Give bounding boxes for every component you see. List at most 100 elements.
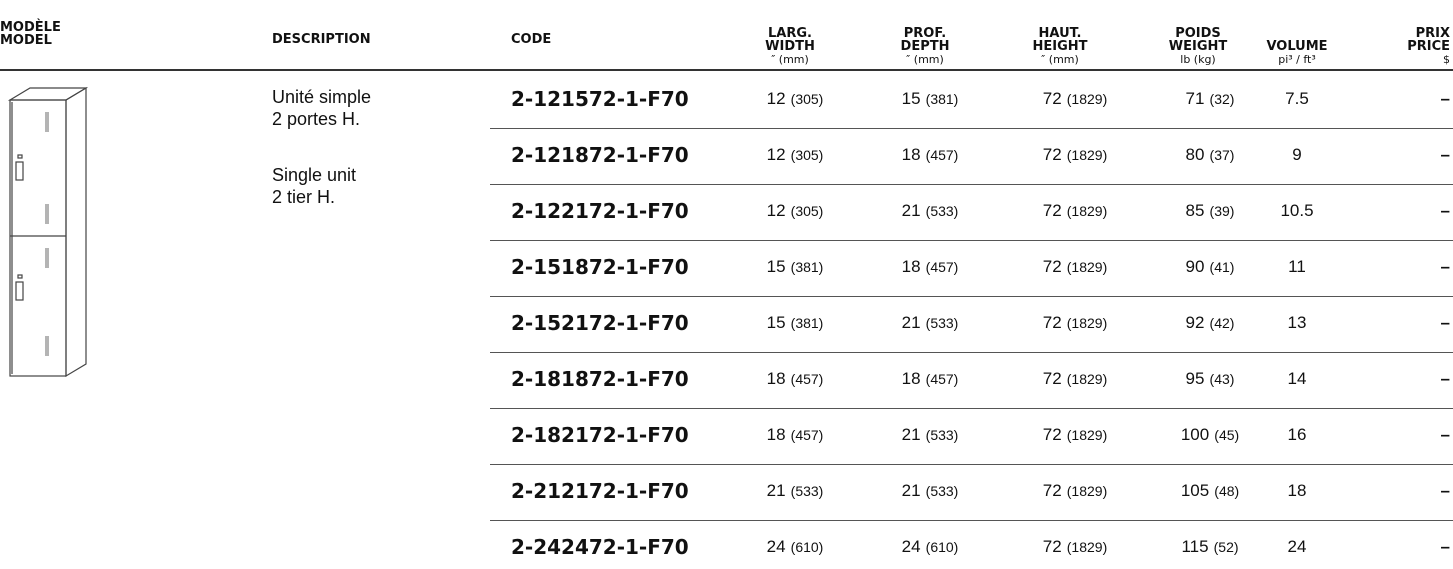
header-description: DESCRIPTION — [272, 33, 371, 46]
volume: 24 — [1287, 537, 1307, 556]
cell-weight: 95 (43) — [1186, 369, 1235, 389]
header-text: DESCRIPTION — [272, 32, 371, 47]
height_mm: (1829) — [1066, 203, 1108, 219]
cell-width: 24 (610) — [767, 537, 824, 557]
depth_mm: (533) — [925, 315, 959, 331]
cell-width: 21 (533) — [767, 481, 824, 501]
weight_kg: (52) — [1213, 539, 1239, 555]
price: – — [1440, 145, 1450, 164]
depth: 21 — [901, 481, 921, 500]
weight_kg: (32) — [1209, 91, 1235, 107]
cell-width: 18 (457) — [767, 425, 824, 445]
header-text: CODE — [511, 32, 552, 47]
width_mm: (305) — [790, 147, 824, 163]
description-line: Single unit — [272, 165, 357, 185]
price: – — [1440, 89, 1450, 108]
cell-depth: 18 (457) — [902, 145, 959, 165]
cell-weight: 85 (39) — [1186, 201, 1235, 221]
width_mm: (457) — [790, 427, 824, 443]
cell-depth: 18 (457) — [902, 369, 959, 389]
width: 15 — [766, 257, 786, 276]
weight: 92 — [1185, 313, 1205, 332]
height_mm: (1829) — [1066, 147, 1108, 163]
header-text: ″ (mm) — [906, 53, 944, 66]
volume: 7.5 — [1285, 89, 1309, 108]
header-text: PROF. — [903, 26, 947, 41]
height: 72 — [1042, 201, 1062, 220]
depth: 18 — [901, 257, 921, 276]
cell-height: 72 (1829) — [1043, 481, 1107, 501]
cell-width: 12 (305) — [767, 89, 824, 109]
code: 2-122172-1-F70 — [511, 199, 689, 223]
header-weight: POIDS WEIGHT lb (kg) — [1169, 27, 1227, 66]
header-text: ″ (mm) — [1041, 53, 1079, 66]
header-text: MODEL — [0, 33, 52, 48]
depth_mm: (381) — [925, 91, 959, 107]
cell-width: 12 (305) — [767, 145, 824, 165]
price: – — [1440, 369, 1450, 388]
row-rule — [490, 240, 1453, 241]
header-text: PRICE — [1407, 39, 1450, 54]
depth: 21 — [901, 201, 921, 220]
depth_mm: (533) — [925, 427, 959, 443]
weight_kg: (41) — [1209, 259, 1235, 275]
weight: 100 — [1180, 425, 1210, 444]
row-rule — [490, 464, 1453, 465]
locker-illustration — [8, 86, 89, 378]
width_mm: (305) — [790, 91, 824, 107]
row-rule — [490, 520, 1453, 521]
header-text: lb (kg) — [1180, 53, 1216, 66]
weight: 90 — [1185, 257, 1205, 276]
row-rule — [490, 352, 1453, 353]
height: 72 — [1042, 537, 1062, 556]
header-text: pi³ / ft³ — [1278, 53, 1316, 66]
depth: 18 — [901, 145, 921, 164]
width: 18 — [766, 425, 786, 444]
header-text: LARG. — [768, 26, 812, 41]
header-volume: VOLUME pi³ / ft³ — [1266, 40, 1327, 66]
volume: 14 — [1287, 369, 1307, 388]
header-code: CODE — [511, 33, 551, 46]
width: 12 — [766, 89, 786, 108]
code: 2-181872-1-F70 — [511, 367, 689, 391]
width: 15 — [766, 313, 786, 332]
height_mm: (1829) — [1066, 315, 1108, 331]
row-rule — [490, 296, 1453, 297]
cell-depth: 21 (533) — [902, 425, 959, 445]
cell-width: 15 (381) — [767, 313, 824, 333]
price: – — [1440, 313, 1450, 332]
volume: 18 — [1287, 481, 1307, 500]
cell-height: 72 (1829) — [1043, 537, 1107, 557]
cell-weight: 80 (37) — [1186, 145, 1235, 165]
header-text: VOLUME — [1266, 39, 1328, 54]
header-text: WIDTH — [765, 39, 815, 54]
height_mm: (1829) — [1066, 483, 1108, 499]
cell-width: 18 (457) — [767, 369, 824, 389]
cell-depth: 21 (533) — [902, 313, 959, 333]
weight: 85 — [1185, 201, 1205, 220]
header-model: MODÈLE MODEL — [0, 21, 61, 47]
price: – — [1440, 481, 1450, 500]
height: 72 — [1042, 257, 1062, 276]
cell-depth: 21 (533) — [902, 201, 959, 221]
header-price: PRIX PRICE $ — [1407, 27, 1450, 66]
header-text: PRIX — [1415, 26, 1450, 41]
description-line: 2 tier H. — [272, 187, 336, 207]
cell-depth: 18 (457) — [902, 257, 959, 277]
cell-height: 72 (1829) — [1043, 201, 1107, 221]
depth_mm: (457) — [925, 371, 959, 387]
cell-depth: 21 (533) — [902, 481, 959, 501]
depth: 21 — [901, 313, 921, 332]
height: 72 — [1042, 481, 1062, 500]
header-text: WEIGHT — [1168, 39, 1228, 54]
width: 24 — [766, 537, 786, 556]
volume: 9 — [1292, 145, 1302, 164]
height_mm: (1829) — [1066, 371, 1108, 387]
weight: 80 — [1185, 145, 1205, 164]
width: 18 — [766, 369, 786, 388]
cell-height: 72 (1829) — [1043, 257, 1107, 277]
code: 2-182172-1-F70 — [511, 423, 689, 447]
code: 2-212172-1-F70 — [511, 479, 689, 503]
weight: 115 — [1181, 537, 1209, 556]
height_mm: (1829) — [1066, 91, 1108, 107]
